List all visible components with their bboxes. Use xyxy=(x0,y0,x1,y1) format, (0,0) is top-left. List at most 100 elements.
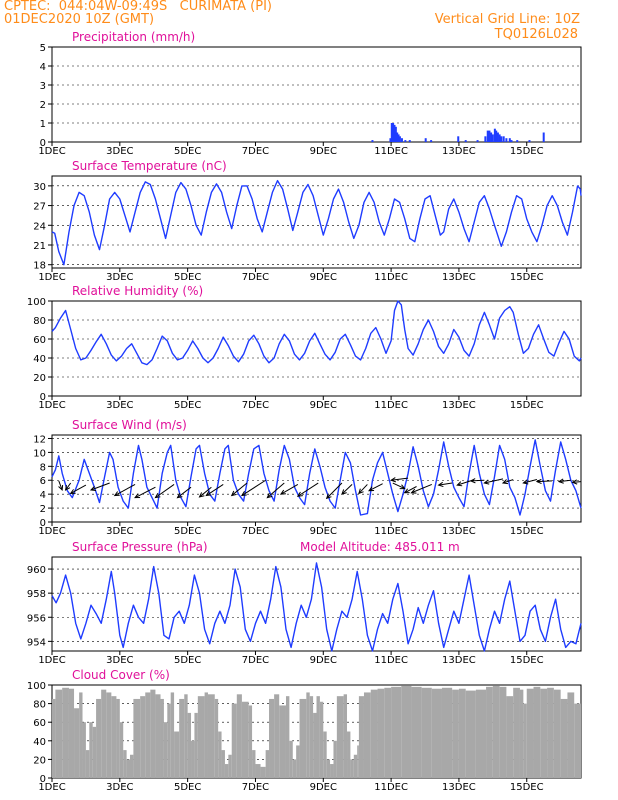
precip-bar xyxy=(496,132,499,142)
cloud-bar xyxy=(92,726,97,778)
series-line xyxy=(51,179,582,266)
cloud-bar xyxy=(347,731,351,778)
x-tick-label: 9DEC xyxy=(310,655,337,666)
y-tick-label: 0 xyxy=(40,138,46,149)
cloud-bar xyxy=(255,764,261,778)
y-tick-label: 956 xyxy=(27,613,46,624)
x-tick-label: 13DEC xyxy=(442,272,476,283)
cloud-bar xyxy=(191,740,195,778)
y-tick-label: 0 xyxy=(40,392,46,403)
cloud-bar xyxy=(224,764,229,778)
x-tick-label: 9DEC xyxy=(310,782,337,793)
y-tick-label: 24 xyxy=(33,221,46,232)
cloud-bar xyxy=(384,687,392,778)
x-tick-label: 13DEC xyxy=(442,146,476,157)
wind-arrowhead xyxy=(176,492,183,499)
precip-bar xyxy=(486,130,489,142)
header-date-line: 01DEC2020 10Z (GMT) xyxy=(4,12,155,27)
precip-bar xyxy=(404,140,407,142)
cloud-bar xyxy=(116,698,120,778)
cloud-bar xyxy=(526,688,534,778)
x-tick-label: 3DEC xyxy=(106,146,133,157)
wind-arrowhead xyxy=(368,486,375,492)
y-tick-label: 3 xyxy=(40,81,46,92)
cloud-bar xyxy=(111,696,117,778)
cloud-bar xyxy=(74,708,80,778)
cloud-bar xyxy=(475,689,487,778)
cloud-bar xyxy=(207,694,215,778)
panel-title: Cloud Cover (%) xyxy=(72,668,170,682)
cloud-bar xyxy=(523,703,527,778)
cloud-bar xyxy=(421,687,432,778)
y-tick-label: 5 xyxy=(40,43,46,54)
y-tick-label: 40 xyxy=(33,354,46,365)
x-tick-label: 11DEC xyxy=(374,782,408,793)
cloud-bar xyxy=(299,698,307,778)
wind-arrowhead xyxy=(535,478,542,485)
precip-bar xyxy=(510,140,513,142)
panel-title: Surface Temperature (nC) xyxy=(72,159,227,173)
x-tick-label: 3DEC xyxy=(106,655,133,666)
panel-frame xyxy=(51,434,582,523)
y-tick-label: 0 xyxy=(40,774,46,785)
cloud-bar xyxy=(458,688,466,778)
x-tick-label: 5DEC xyxy=(174,526,201,537)
cloud-bar xyxy=(323,731,327,778)
x-tick-label: 1DEC xyxy=(38,655,65,666)
wind-vector xyxy=(65,482,72,491)
wind-vector xyxy=(199,486,212,498)
wind-arrowhead xyxy=(69,489,76,495)
x-tick-label: 9DEC xyxy=(310,146,337,157)
cloud-bar xyxy=(370,689,378,778)
cloud-bar xyxy=(441,687,453,778)
x-tick-label: 11DEC xyxy=(374,655,408,666)
cloud-bar xyxy=(174,731,180,778)
y-tick-label: 10 xyxy=(33,448,46,459)
wind-vector xyxy=(470,479,485,482)
precip-bar xyxy=(484,136,487,142)
panel-frame xyxy=(51,46,582,143)
wind-arrowhead xyxy=(571,479,578,485)
cloud-bar xyxy=(401,685,412,778)
precip-bar xyxy=(516,140,519,142)
panel-3: 0 20 40 60 80 100 1DEC 3DEC 5DEC 7DEC 9DEC 11DEC 13D… xyxy=(27,284,582,411)
wind-arrowhead xyxy=(134,493,141,499)
cloud-bar xyxy=(260,766,266,778)
cloud-bar xyxy=(62,687,69,778)
cloud-bar xyxy=(411,686,422,778)
y-tick-label: 20 xyxy=(33,373,46,384)
series-line xyxy=(51,439,582,516)
wind-arrowhead xyxy=(437,481,444,488)
wind-arrowhead xyxy=(399,484,406,490)
y-tick-label: 30 xyxy=(33,182,46,193)
wind-arrowhead xyxy=(198,492,205,498)
wind-arrowhead xyxy=(89,486,97,491)
wind-vector xyxy=(58,480,63,491)
y-tick-label: 80 xyxy=(33,700,46,711)
x-tick-label: 7DEC xyxy=(242,526,269,537)
x-tick-label: 15DEC xyxy=(510,272,544,283)
cloud-bar xyxy=(306,692,310,778)
x-tick-label: 7DEC xyxy=(242,272,269,283)
y-tick-label: 27 xyxy=(33,202,46,213)
wind-vector xyxy=(358,484,368,494)
precip-bar xyxy=(502,136,505,142)
cloud-bar xyxy=(221,750,225,778)
x-tick-label: 1DEC xyxy=(38,526,65,537)
wind-arrowhead xyxy=(64,484,71,491)
cloud-bar xyxy=(167,703,171,778)
x-tick-label: 7DEC xyxy=(242,400,269,411)
x-tick-label: 15DEC xyxy=(510,146,544,157)
wind-vector xyxy=(502,479,514,484)
wind-vector xyxy=(438,482,453,486)
x-tick-label: 11DEC xyxy=(374,272,408,283)
x-tick-label: 15DEC xyxy=(510,526,544,537)
wind-arrowhead xyxy=(341,489,347,495)
cloud-bar xyxy=(236,694,242,778)
x-tick-label: 13DEC xyxy=(442,400,476,411)
y-tick-label: 20 xyxy=(33,755,46,766)
wind-arrowhead xyxy=(358,488,364,495)
precip-bar xyxy=(528,140,531,142)
cloud-bar xyxy=(145,692,151,778)
x-tick-label: 11DEC xyxy=(374,400,408,411)
